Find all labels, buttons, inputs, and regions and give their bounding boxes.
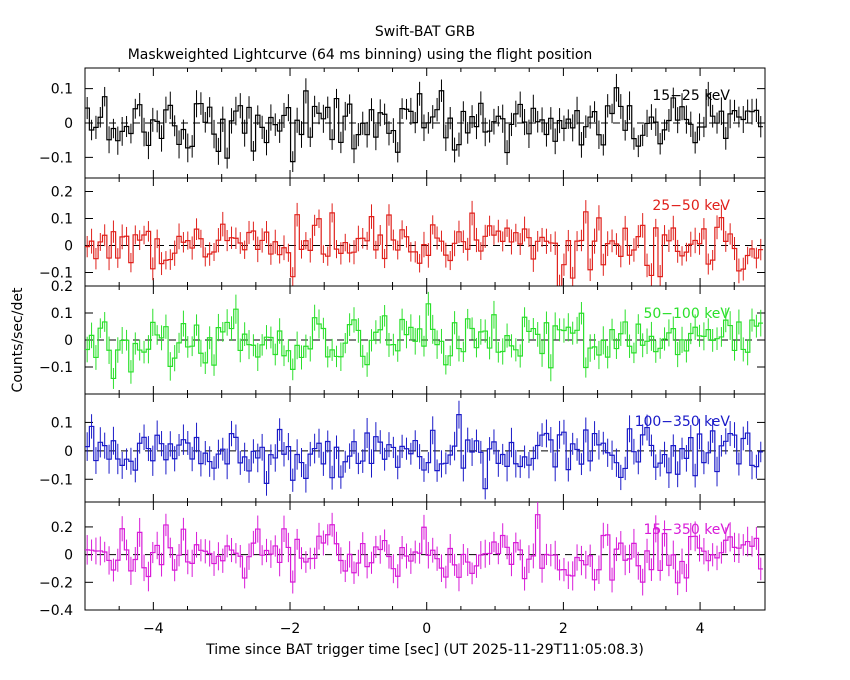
- panel-2: 0.20.10−0.125−50 keV: [39, 178, 765, 300]
- x-axis-label: Time since BAT trigger time [sec] (UT 20…: [205, 642, 644, 658]
- chart-subtitle: Maskweighted Lightcurve (64 ms binning) …: [128, 47, 593, 63]
- y-tick-label: 0: [64, 444, 73, 460]
- y-tick-label: 0: [64, 548, 73, 564]
- y-axis-label: Counts/sec/det: [10, 287, 26, 392]
- lightcurve-figure: Swift-BAT GRB Maskweighted Lightcurve (6…: [0, 0, 850, 680]
- x-tick-label: 4: [696, 621, 705, 637]
- panel-frame: [85, 178, 765, 286]
- y-tick-label: 0.2: [51, 279, 73, 295]
- x-tick-label: −4: [143, 621, 164, 637]
- series-25-50 keV: [85, 200, 763, 300]
- y-tick-label: 0.1: [51, 82, 73, 98]
- band-label: 25−50 keV: [652, 198, 730, 214]
- band-label: 15−25 keV: [652, 88, 730, 104]
- y-tick-label: 0.1: [51, 306, 73, 322]
- y-tick-label: −0.1: [39, 360, 73, 376]
- x-tick-label: 0: [422, 621, 431, 637]
- y-tick-label: −0.1: [39, 472, 73, 488]
- series-15-350 keV: [85, 501, 763, 596]
- panel-1: 0.1 0 −0.1 15−25 keV: [39, 68, 765, 178]
- y-tick-label: 0.2: [51, 185, 73, 201]
- y-tick-label: 0: [64, 116, 73, 132]
- panels-group: 0.1 0 −0.1 15−25 keV 0.2 0.1 0 −0.1 25−50 keV 0.2…: [39, 68, 765, 619]
- band-label: 50−100 keV: [643, 306, 730, 322]
- y-tick-label: −0.4: [39, 603, 73, 619]
- chart-title: Swift-BAT GRB: [375, 24, 475, 40]
- y-tick-label: −0.1: [39, 150, 73, 166]
- panel-3: 0.2 0.1 0 −0.1 50−100 keV: [39, 279, 765, 394]
- band-label: 15−350 keV: [643, 522, 730, 538]
- y-tick-label: 0: [64, 239, 73, 255]
- y-tick-label: 0: [64, 333, 73, 349]
- y-tick-label: 0.1: [51, 212, 73, 228]
- x-tick-label: −2: [280, 621, 301, 637]
- x-tick-label: 2: [559, 621, 568, 637]
- y-tick-label: 0.1: [51, 415, 73, 431]
- panel-4: 0.1 0 −0.1 100−350 keV: [39, 394, 765, 502]
- band-label: 100−350 keV: [635, 414, 731, 430]
- x-tick-labels: −4 −2 0 2 4: [143, 621, 705, 637]
- panel-frame: [85, 502, 765, 610]
- panel-frame: [85, 394, 765, 502]
- y-tick-label: 0.2: [51, 520, 73, 536]
- panel-5: 0.2 0 −0.2 −0.4 15−350 keV: [39, 501, 765, 619]
- y-tick-label: −0.2: [39, 575, 73, 591]
